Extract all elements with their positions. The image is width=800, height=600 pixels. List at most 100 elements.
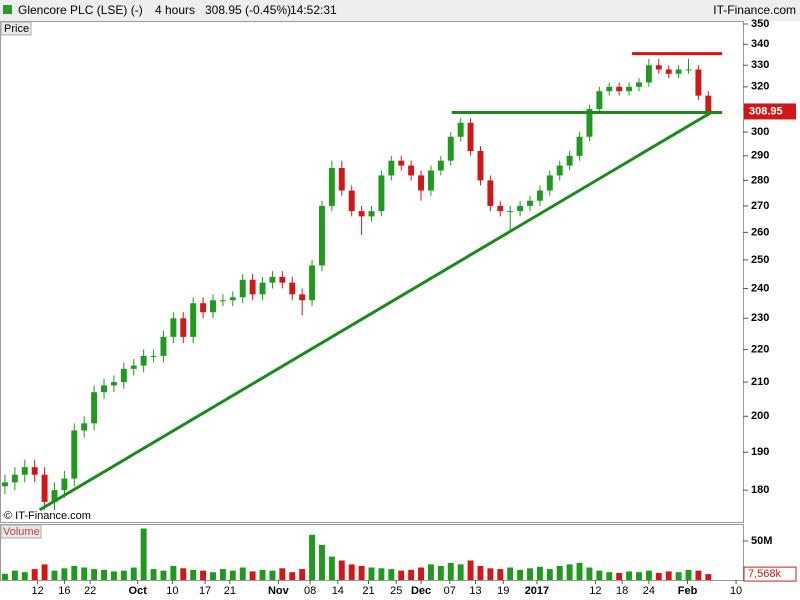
volume-bar bbox=[279, 568, 286, 580]
x-tick-label: 10 bbox=[730, 585, 742, 597]
y-tick-label: 230 bbox=[751, 312, 769, 324]
volume-bar bbox=[437, 565, 444, 580]
time: 14:52:31 bbox=[290, 3, 337, 17]
candle-body bbox=[309, 265, 316, 301]
volume-bar bbox=[695, 570, 702, 580]
volume-bar bbox=[1, 573, 8, 580]
candle-body bbox=[645, 65, 652, 83]
candle-body bbox=[21, 467, 28, 475]
volume-bar bbox=[239, 567, 246, 580]
price-label-box bbox=[0, 21, 32, 36]
candle-body bbox=[378, 175, 385, 212]
candle-body bbox=[675, 69, 682, 74]
candle-body bbox=[259, 282, 266, 295]
interval: 4 hours bbox=[155, 3, 195, 17]
candle-body bbox=[695, 69, 702, 96]
x-tick-label: 10 bbox=[166, 585, 178, 597]
volume-bar bbox=[487, 568, 494, 580]
volume-bar bbox=[31, 569, 38, 580]
volume-bar bbox=[101, 569, 107, 580]
candle-body bbox=[487, 180, 494, 206]
volume-bar bbox=[388, 569, 395, 580]
x-tick-label: 17 bbox=[199, 585, 211, 597]
volume-bar bbox=[51, 570, 58, 580]
volume-bar bbox=[61, 568, 68, 580]
y-tick-label: 280 bbox=[751, 174, 769, 186]
candle-body bbox=[338, 168, 345, 191]
volume-bar bbox=[170, 565, 177, 580]
logo-icon bbox=[3, 5, 12, 14]
candle-body bbox=[299, 294, 306, 301]
volume-bar bbox=[517, 569, 524, 580]
volume-bar bbox=[229, 570, 236, 580]
volume-bar bbox=[150, 569, 157, 580]
candle-body bbox=[447, 136, 454, 161]
candle-body bbox=[546, 175, 553, 191]
price-marker-box bbox=[744, 103, 796, 120]
y-tick-label: 340 bbox=[751, 38, 769, 50]
candle-body bbox=[437, 160, 444, 171]
candle-body bbox=[190, 303, 197, 337]
volume-bar bbox=[705, 574, 712, 580]
y-tick-label: 180 bbox=[751, 484, 769, 496]
x-tick-label: 12 bbox=[32, 585, 44, 597]
volume-bar bbox=[427, 564, 434, 580]
x-tick-label: 22 bbox=[84, 585, 96, 597]
y-tick-label: 300 bbox=[751, 126, 769, 138]
candle-body bbox=[497, 205, 504, 212]
x-tick-label: Oct bbox=[129, 585, 148, 597]
volume-bar bbox=[418, 567, 425, 580]
price-marker-label: 308.95 bbox=[749, 105, 783, 117]
candle-body bbox=[408, 165, 415, 176]
volume-bar bbox=[507, 567, 514, 580]
volume-bar bbox=[328, 556, 335, 580]
y-tick-label: 330 bbox=[751, 59, 769, 71]
candle-body bbox=[11, 474, 18, 483]
chart-title: Glencore PLC (LSE) (-) bbox=[18, 3, 143, 17]
x-tick-label: 16 bbox=[58, 585, 70, 597]
volume-bar bbox=[368, 567, 375, 580]
watermark: © IT-Finance.com bbox=[4, 510, 91, 522]
candle-body bbox=[566, 155, 573, 166]
volume-bar bbox=[190, 569, 197, 580]
candle-body bbox=[61, 478, 68, 491]
volume-bar bbox=[299, 569, 306, 580]
x-tick-label: 19 bbox=[497, 585, 509, 597]
candle-body bbox=[616, 86, 623, 92]
volume-bar bbox=[616, 572, 623, 580]
candle-body bbox=[229, 297, 236, 301]
x-tick-label: 13 bbox=[469, 585, 481, 597]
price-panel bbox=[0, 21, 744, 523]
volume-label: Volume bbox=[3, 526, 40, 538]
candle-body bbox=[388, 160, 395, 176]
x-tick-label: Feb bbox=[678, 585, 698, 597]
y-tick-label: 250 bbox=[751, 254, 769, 266]
volume-bar bbox=[665, 571, 672, 580]
volume-bar bbox=[21, 572, 28, 580]
candle-body bbox=[51, 490, 58, 502]
candle-body bbox=[517, 205, 524, 212]
volume-bar bbox=[398, 570, 405, 580]
x-tick-label: 2017 bbox=[525, 585, 549, 597]
candle-body bbox=[279, 276, 286, 283]
volume-bar bbox=[685, 569, 692, 580]
candle-body bbox=[467, 122, 474, 152]
x-tick-label: 21 bbox=[362, 585, 374, 597]
candle-body bbox=[596, 91, 603, 110]
x-tick-label: 24 bbox=[643, 585, 655, 597]
candle-body bbox=[705, 95, 712, 112]
candle-body bbox=[665, 69, 672, 74]
candle-body bbox=[101, 385, 107, 393]
volume-bar bbox=[586, 567, 593, 580]
candle-body bbox=[249, 279, 256, 295]
candle-body bbox=[636, 82, 642, 87]
volume-bar bbox=[497, 569, 504, 580]
x-tick-label: 07 bbox=[444, 585, 456, 597]
volume-bar bbox=[110, 571, 117, 580]
volume-bar bbox=[556, 565, 563, 580]
candle-body bbox=[269, 276, 276, 283]
volume-bar bbox=[655, 572, 662, 580]
candle-body bbox=[81, 423, 88, 431]
candle-body bbox=[626, 86, 633, 92]
